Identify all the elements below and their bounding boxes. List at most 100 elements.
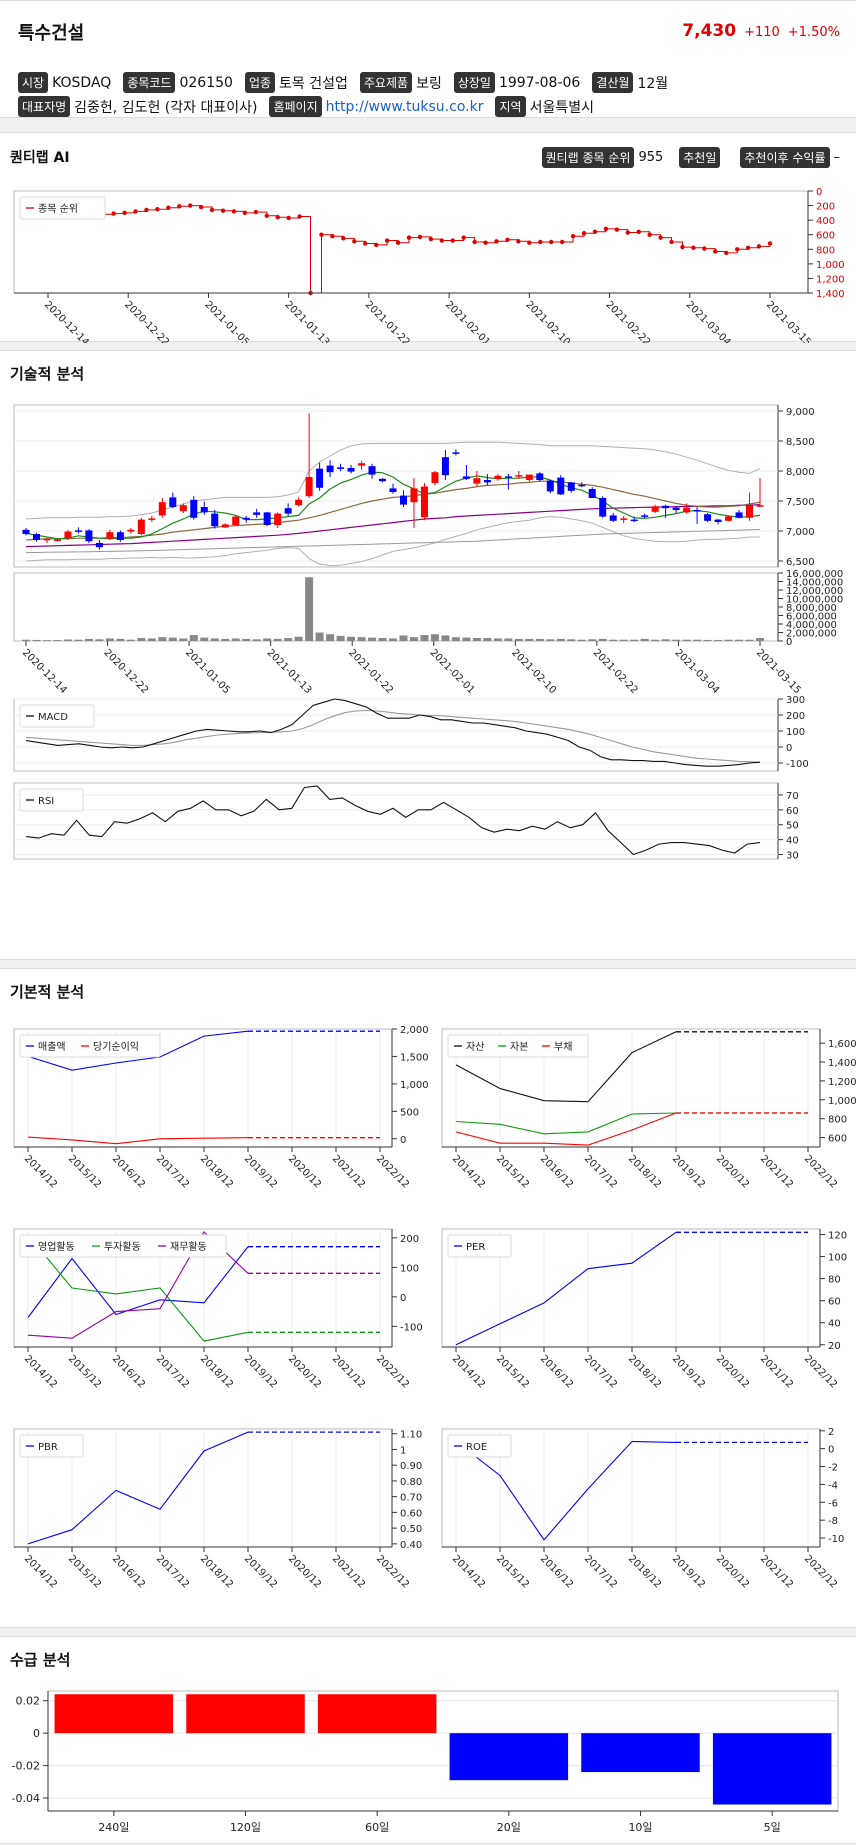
x-tick-label: 2017/12 [582, 1153, 619, 1190]
volume-bar [493, 638, 502, 641]
rank-point [450, 238, 455, 243]
info-label: 결산월 [592, 72, 634, 93]
volume-bar [378, 638, 387, 641]
rank-point [319, 232, 324, 237]
x-tick-label: 2021-02-01 [428, 647, 477, 696]
candle-body [651, 506, 659, 512]
x-tick-label: 2021-02-22 [603, 299, 652, 343]
y-tick-label: 0 [786, 637, 792, 648]
info-label: 대표자명 [18, 96, 71, 117]
y-tick-label: 120 [828, 1231, 847, 1242]
plot-frame [13, 782, 779, 860]
x-tick-label: 2021-01-13 [265, 647, 314, 696]
x-tick-label: 2014/12 [22, 1353, 59, 1390]
volume-bar [483, 638, 492, 641]
rank-point [406, 235, 412, 240]
legend-label: 재무활동 [170, 1240, 207, 1253]
info-value: KOSDAQ [52, 74, 112, 91]
y-tick-label: -4 [828, 1480, 838, 1491]
x-tick-label: 2020/12 [714, 1153, 751, 1190]
y-tick-label: 8,000,000 [786, 603, 837, 614]
homepage-link[interactable]: http://www.tuksu.co.kr [325, 98, 484, 115]
roe-chart: 2 0 -2 -4 -6 -8 -10 2014/12 2015/12 2016/12 2017/1… [441, 1427, 844, 1590]
x-tick-label: 2020-12-22 [122, 299, 171, 343]
legend-box [447, 1234, 512, 1258]
volume-bar [756, 638, 764, 641]
candle-body [158, 502, 166, 516]
x-tick-label: 2021-03-04 [672, 647, 721, 696]
volume-bar [252, 639, 261, 641]
y-tick-label: 0.90 [400, 1461, 422, 1472]
return-label: 추천이후 수익률 [740, 147, 830, 168]
candle-body [274, 513, 282, 525]
x-tick-label: 60일 [365, 1820, 389, 1834]
x-tick-label: 2021-01-05 [202, 299, 251, 343]
rank-point [549, 239, 554, 245]
y-tick-label: 16,000,000 [786, 569, 843, 580]
x-tick-label: 2021-03-15 [754, 647, 803, 696]
volume-bar [305, 577, 314, 641]
plot-frame [47, 1690, 839, 1812]
rank-point [505, 237, 510, 243]
candle-body [22, 529, 30, 534]
rank-point [614, 227, 620, 232]
candle-body [179, 505, 187, 512]
y-tick-label: 1,500 [400, 1052, 428, 1063]
stock-name: 특수건설 [18, 23, 85, 44]
candle-body [379, 478, 387, 482]
volume-bar [409, 637, 418, 641]
y-tick-label: -0.02 [12, 1760, 40, 1773]
supply-bar [449, 1733, 569, 1781]
volume-bar [693, 639, 702, 641]
rec-date-label: 추천일 [679, 147, 721, 168]
candle-body [64, 531, 72, 539]
rank-point [242, 210, 248, 216]
y-tick-label: 800 [828, 1115, 847, 1126]
legend-label: 종목 순위 [38, 202, 78, 215]
y-tick-label: 0.50 [400, 1524, 422, 1535]
info-label: 지역 [495, 96, 526, 117]
x-tick-label: 2014/12 [22, 1153, 59, 1190]
rank-point [592, 229, 598, 234]
x-tick-label: 2018/12 [626, 1153, 663, 1190]
x-tick-label: 2018/12 [626, 1553, 663, 1590]
volume-bar [158, 637, 167, 641]
volume-bar [273, 638, 282, 641]
x-tick-label: 2015/12 [66, 1153, 103, 1190]
volume-bar [84, 638, 93, 641]
y-tick-label: 60 [828, 1297, 841, 1308]
rank-point [581, 231, 587, 236]
candle-body [620, 518, 628, 520]
quantilab-card: 퀀티랩 AI 퀀티랩 종목 순위 955 추천일 추천이후 수익률 – 0 200… [0, 132, 856, 343]
x-tick-label: 2016/12 [110, 1353, 147, 1390]
volume-bar [546, 639, 555, 641]
candle-body [420, 486, 428, 518]
revenue-chart: 0 500 1,000 1,500 2,000 2014/12 2015/12 2016/12… [13, 1025, 428, 1190]
rank-point [275, 215, 280, 220]
candle-body [32, 534, 40, 540]
y-tick-label: -10 [828, 1534, 844, 1545]
series-line [27, 1136, 249, 1145]
supply-bar [186, 1694, 305, 1734]
x-tick-label: 2021/12 [330, 1153, 367, 1190]
x-tick-label: 2022/12 [802, 1153, 839, 1190]
candle-body [704, 514, 712, 521]
x-tick-label: 2021/12 [758, 1553, 795, 1590]
volume-bar [714, 639, 723, 641]
x-tick-label: 2017/12 [154, 1153, 191, 1190]
price-change: +110 [744, 25, 780, 40]
y-tick-label: 8,500 [786, 437, 815, 448]
candle-body [462, 476, 470, 479]
x-tick-label: 2020-12-22 [101, 647, 150, 696]
candle-body [368, 466, 376, 475]
candle-body [190, 499, 198, 518]
candle-body [127, 529, 135, 532]
candle-body [232, 516, 240, 525]
volume-bar [703, 639, 712, 641]
x-tick-label: 2022/12 [802, 1353, 839, 1390]
rank-point [745, 245, 751, 251]
legend-box [19, 1034, 161, 1058]
rank-point [516, 239, 521, 244]
candle-body [211, 513, 219, 527]
